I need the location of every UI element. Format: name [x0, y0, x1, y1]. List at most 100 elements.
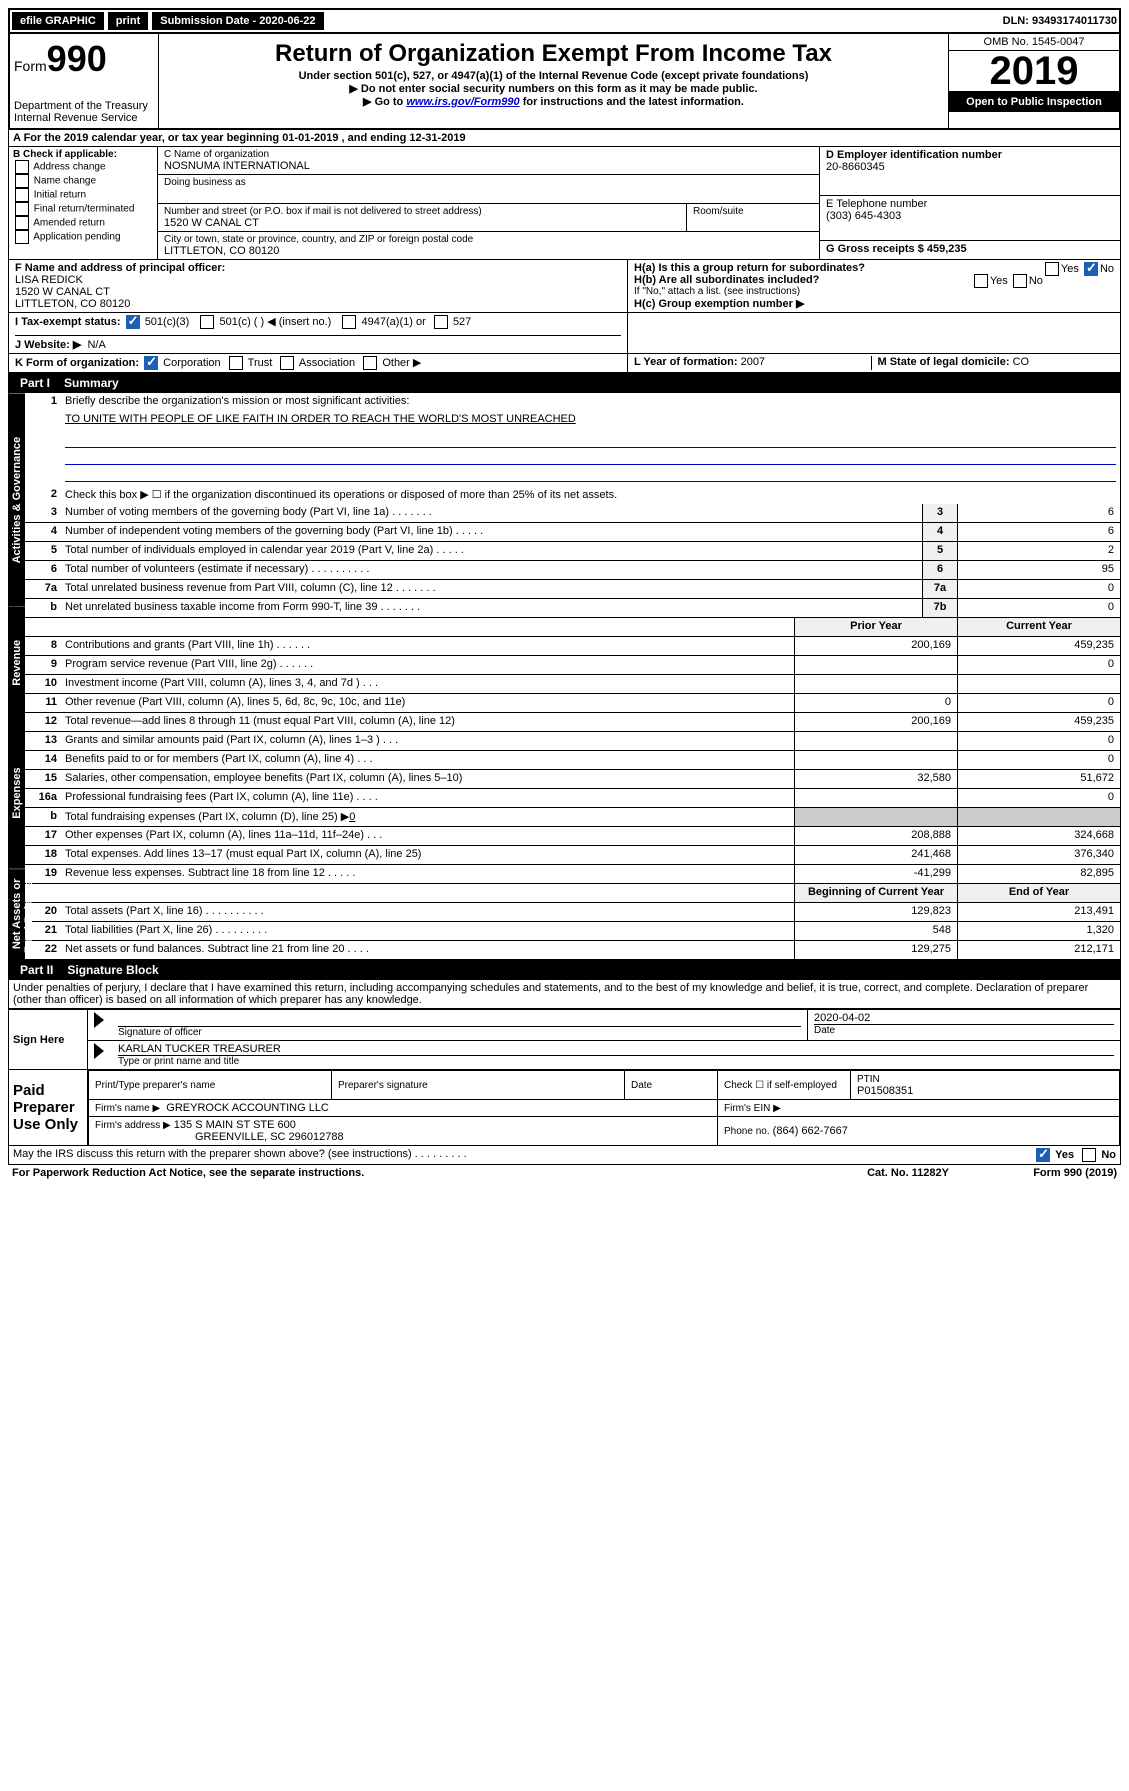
discuss-yes-checkbox[interactable]	[1036, 1148, 1050, 1162]
line16a: Professional fundraising fees (Part IX, …	[61, 789, 794, 807]
col-f-officer: F Name and address of principal officer:…	[9, 260, 628, 312]
k-label: K Form of organization:	[15, 357, 139, 369]
p19: -41,299	[794, 865, 957, 883]
ha-no-checkbox[interactable]	[1084, 262, 1098, 276]
p14	[794, 751, 957, 769]
col-b-checkboxes: B Check if applicable: Address change Na…	[9, 147, 158, 259]
line6: Total number of volunteers (estimate if …	[61, 561, 922, 579]
dln-label: DLN: 93493174011730	[1003, 15, 1117, 27]
mission-text: TO UNITE WITH PEOPLE OF LIKE FAITH IN OR…	[61, 411, 1120, 429]
c22: 212,171	[957, 941, 1120, 959]
efile-label: efile GRAPHIC	[12, 12, 104, 30]
c20: 213,491	[957, 903, 1120, 921]
cell-gross: G Gross receipts $ 459,235	[820, 241, 1120, 257]
p9	[794, 656, 957, 674]
pra-notice: For Paperwork Reduction Act Notice, see …	[8, 1167, 863, 1179]
website-value: N/A	[87, 339, 105, 351]
val4: 6	[957, 523, 1120, 541]
chk-501c3[interactable]	[126, 315, 140, 329]
val3: 6	[957, 504, 1120, 522]
form-header: Form990 Department of the Treasury Inter…	[8, 34, 1121, 130]
row-fh: F Name and address of principal officer:…	[8, 260, 1121, 313]
hdr-prior: Prior Year	[794, 618, 957, 636]
part1-num: Part I	[14, 375, 56, 391]
line14: Benefits paid to or for members (Part IX…	[61, 751, 794, 769]
ein-value: 20-8660345	[826, 161, 1114, 173]
summary-body: 1Briefly describe the organization's mis…	[25, 393, 1120, 959]
chk-application[interactable]: Application pending	[13, 230, 153, 244]
firm-phone-label: Phone no.	[724, 1126, 770, 1137]
tab-netassets: Net Assets or Fund Balances	[9, 869, 25, 959]
chk-address[interactable]: Address change	[13, 160, 153, 174]
prep-sig-label: Preparer's signature	[338, 1080, 428, 1091]
top-bar: efile GRAPHIC print Submission Date - 20…	[8, 8, 1121, 34]
subtitle-1: Under section 501(c), 527, or 4947(a)(1)…	[163, 70, 944, 82]
city-value: LITTLETON, CO 80120	[164, 245, 813, 257]
chk-other[interactable]	[363, 356, 377, 370]
row-a-tax-year: A For the 2019 calendar year, or tax yea…	[8, 130, 1121, 147]
ha-row: H(a) Is this a group return for subordin…	[634, 262, 1114, 274]
c15: 51,672	[957, 770, 1120, 788]
cell-city: City or town, state or province, country…	[158, 232, 819, 259]
p15: 32,580	[794, 770, 957, 788]
c8: 459,235	[957, 637, 1120, 655]
line19: Revenue less expenses. Subtract line 18 …	[61, 865, 794, 883]
header-right: OMB No. 1545-0047 2019 Open to Public In…	[948, 34, 1119, 128]
c16a: 0	[957, 789, 1120, 807]
form-title: Return of Organization Exempt From Incom…	[163, 40, 944, 68]
print-button[interactable]: print	[108, 12, 148, 30]
type-name-label: Type or print name and title	[118, 1055, 1114, 1067]
firm-addr1: 135 S MAIN ST STE 600	[174, 1119, 296, 1131]
p12: 200,169	[794, 713, 957, 731]
c21: 1,320	[957, 922, 1120, 940]
goto-post: for instructions and the latest informat…	[523, 96, 744, 108]
chk-assoc[interactable]	[280, 356, 294, 370]
chk-trust[interactable]	[229, 356, 243, 370]
c19: 82,895	[957, 865, 1120, 883]
row-i: I Tax-exempt status: 501(c)(3) 501(c) ( …	[9, 313, 628, 353]
paid-preparer-label: Paid Preparer Use Only	[9, 1070, 88, 1145]
chk-final[interactable]: Final return/terminated	[13, 202, 153, 216]
cat-no: Cat. No. 11282Y	[863, 1167, 953, 1179]
sign-here-block: Sign Here Signature of officer 2020-04-0…	[8, 1009, 1121, 1070]
i-label: I Tax-exempt status:	[15, 316, 121, 328]
ha-yes-checkbox[interactable]	[1045, 262, 1059, 276]
chk-corp[interactable]	[144, 356, 158, 370]
part1-title: Summary	[64, 376, 119, 390]
discuss-no-checkbox[interactable]	[1082, 1148, 1096, 1162]
chk-initial[interactable]: Initial return	[13, 188, 153, 202]
street-label: Number and street (or P.O. box if mail i…	[164, 206, 680, 217]
sig-date-label: Date	[814, 1024, 1114, 1036]
sign-here-label: Sign Here	[9, 1010, 88, 1069]
hb-row: H(b) Are all subordinates included? Yes …	[634, 274, 1114, 286]
chk-501c[interactable]	[200, 315, 214, 329]
subtitle-3: ▶ Go to www.irs.gov/Form990 for instruct…	[163, 95, 944, 108]
chk-amended[interactable]: Amended return	[13, 216, 153, 230]
header-center: Return of Organization Exempt From Incom…	[159, 34, 948, 128]
val5: 2	[957, 542, 1120, 560]
org-name: NOSNUMA INTERNATIONAL	[164, 160, 813, 172]
submission-date: Submission Date - 2020-06-22	[152, 12, 323, 30]
c13: 0	[957, 732, 1120, 750]
line4: Number of independent voting members of …	[61, 523, 922, 541]
instructions-link[interactable]: www.irs.gov/Form990	[406, 96, 519, 108]
hb-yes-checkbox[interactable]	[974, 274, 988, 288]
firm-name-label: Firm's name ▶	[95, 1103, 160, 1114]
firm-phone: (864) 662-7667	[773, 1125, 848, 1137]
m-label: M State of legal domicile:	[878, 356, 1010, 368]
p21: 548	[794, 922, 957, 940]
chk-4947[interactable]	[342, 315, 356, 329]
sig-officer-label: Signature of officer	[118, 1026, 801, 1038]
val7a: 0	[957, 580, 1120, 598]
p13	[794, 732, 957, 750]
hb-no-checkbox[interactable]	[1013, 274, 1027, 288]
part2-header: Part II Signature Block	[8, 960, 1121, 980]
j-label: J Website: ▶	[15, 339, 81, 351]
cell-org-name: C Name of organization NOSNUMA INTERNATI…	[158, 147, 819, 175]
c18: 376,340	[957, 846, 1120, 864]
line12: Total revenue—add lines 8 through 11 (mu…	[61, 713, 794, 731]
phone-label: E Telephone number	[826, 198, 1114, 210]
chk-name[interactable]: Name change	[13, 174, 153, 188]
cell-room: Room/suite	[687, 204, 819, 231]
chk-527[interactable]	[434, 315, 448, 329]
